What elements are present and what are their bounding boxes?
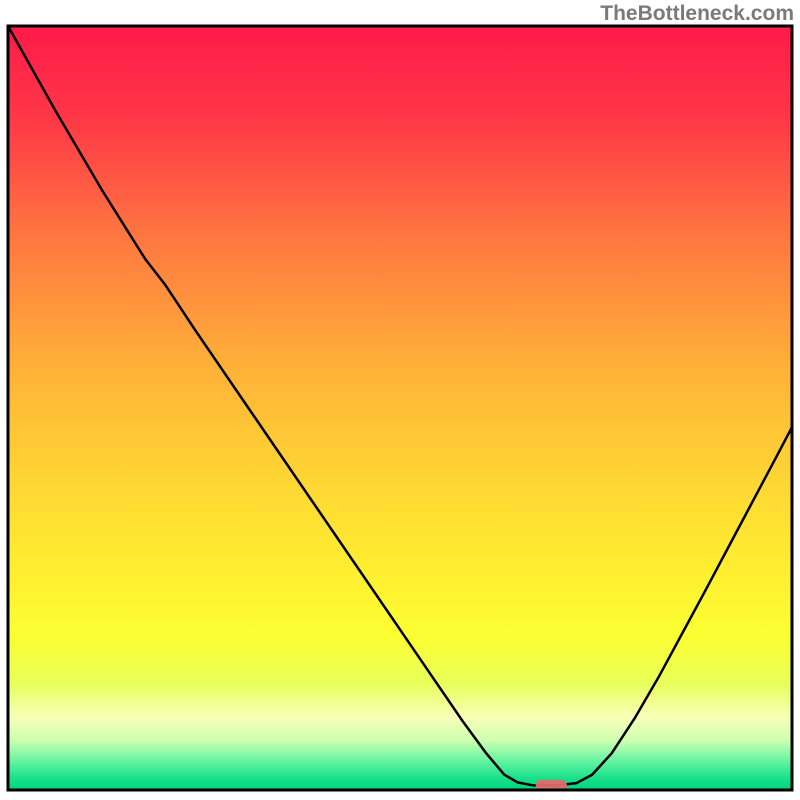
watermark-label: TheBottleneck.com — [600, 2, 794, 26]
chart-background — [8, 26, 792, 790]
chart-container: TheBottleneck.com — [0, 0, 800, 800]
bottleneck-chart — [0, 0, 800, 800]
